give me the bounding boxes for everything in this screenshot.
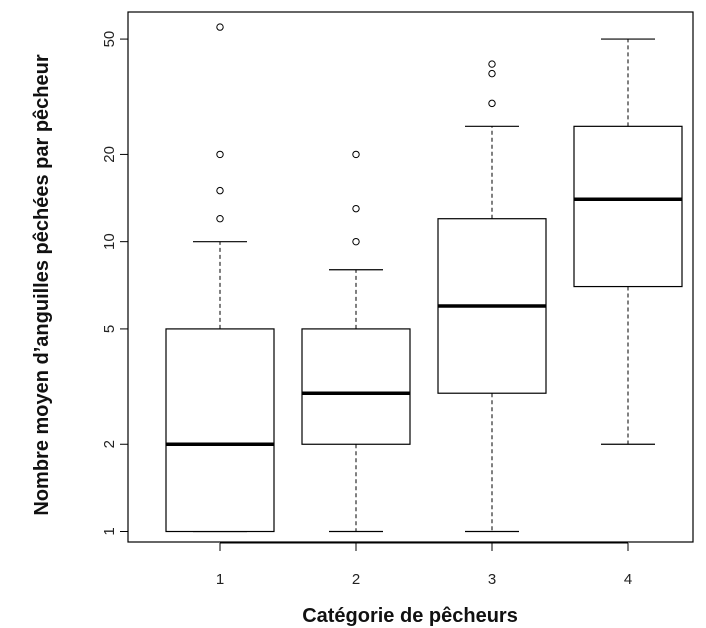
box	[166, 329, 274, 532]
outlier-point	[353, 205, 359, 211]
x-tick-label: 2	[352, 571, 360, 588]
x-tick-label: 3	[488, 571, 496, 588]
box-group-3	[438, 61, 546, 532]
outlier-point	[217, 24, 223, 30]
outlier-point	[489, 70, 495, 76]
y-tick-label: 10	[101, 233, 118, 250]
outlier-point	[353, 151, 359, 157]
x-tick-label: 1	[216, 571, 224, 588]
outlier-point	[217, 151, 223, 157]
box	[574, 126, 682, 286]
y-tick-label: 1	[101, 527, 118, 535]
box-group-1	[166, 24, 274, 532]
y-axis-title: Nombre moyen d’anguilles pêchées par pêc…	[31, 54, 53, 515]
x-axis-title: Catégorie de pêcheurs	[302, 605, 518, 627]
x-axis: 1 2 3 4	[216, 543, 632, 588]
outlier-point	[217, 187, 223, 193]
outlier-point	[217, 216, 223, 222]
x-tick-label: 4	[624, 571, 632, 588]
y-axis: 1 2 5 10 20 50	[101, 31, 128, 536]
box-group-2	[302, 151, 410, 531]
box	[302, 329, 410, 444]
y-tick-label: 20	[101, 146, 118, 163]
boxes-layer	[166, 24, 682, 532]
y-tick-label: 2	[101, 440, 118, 448]
outlier-point	[489, 61, 495, 67]
y-tick-label: 5	[101, 325, 118, 333]
y-tick-label: 50	[101, 31, 118, 48]
outlier-point	[489, 100, 495, 106]
outlier-point	[353, 238, 359, 244]
box-group-4	[574, 39, 682, 444]
